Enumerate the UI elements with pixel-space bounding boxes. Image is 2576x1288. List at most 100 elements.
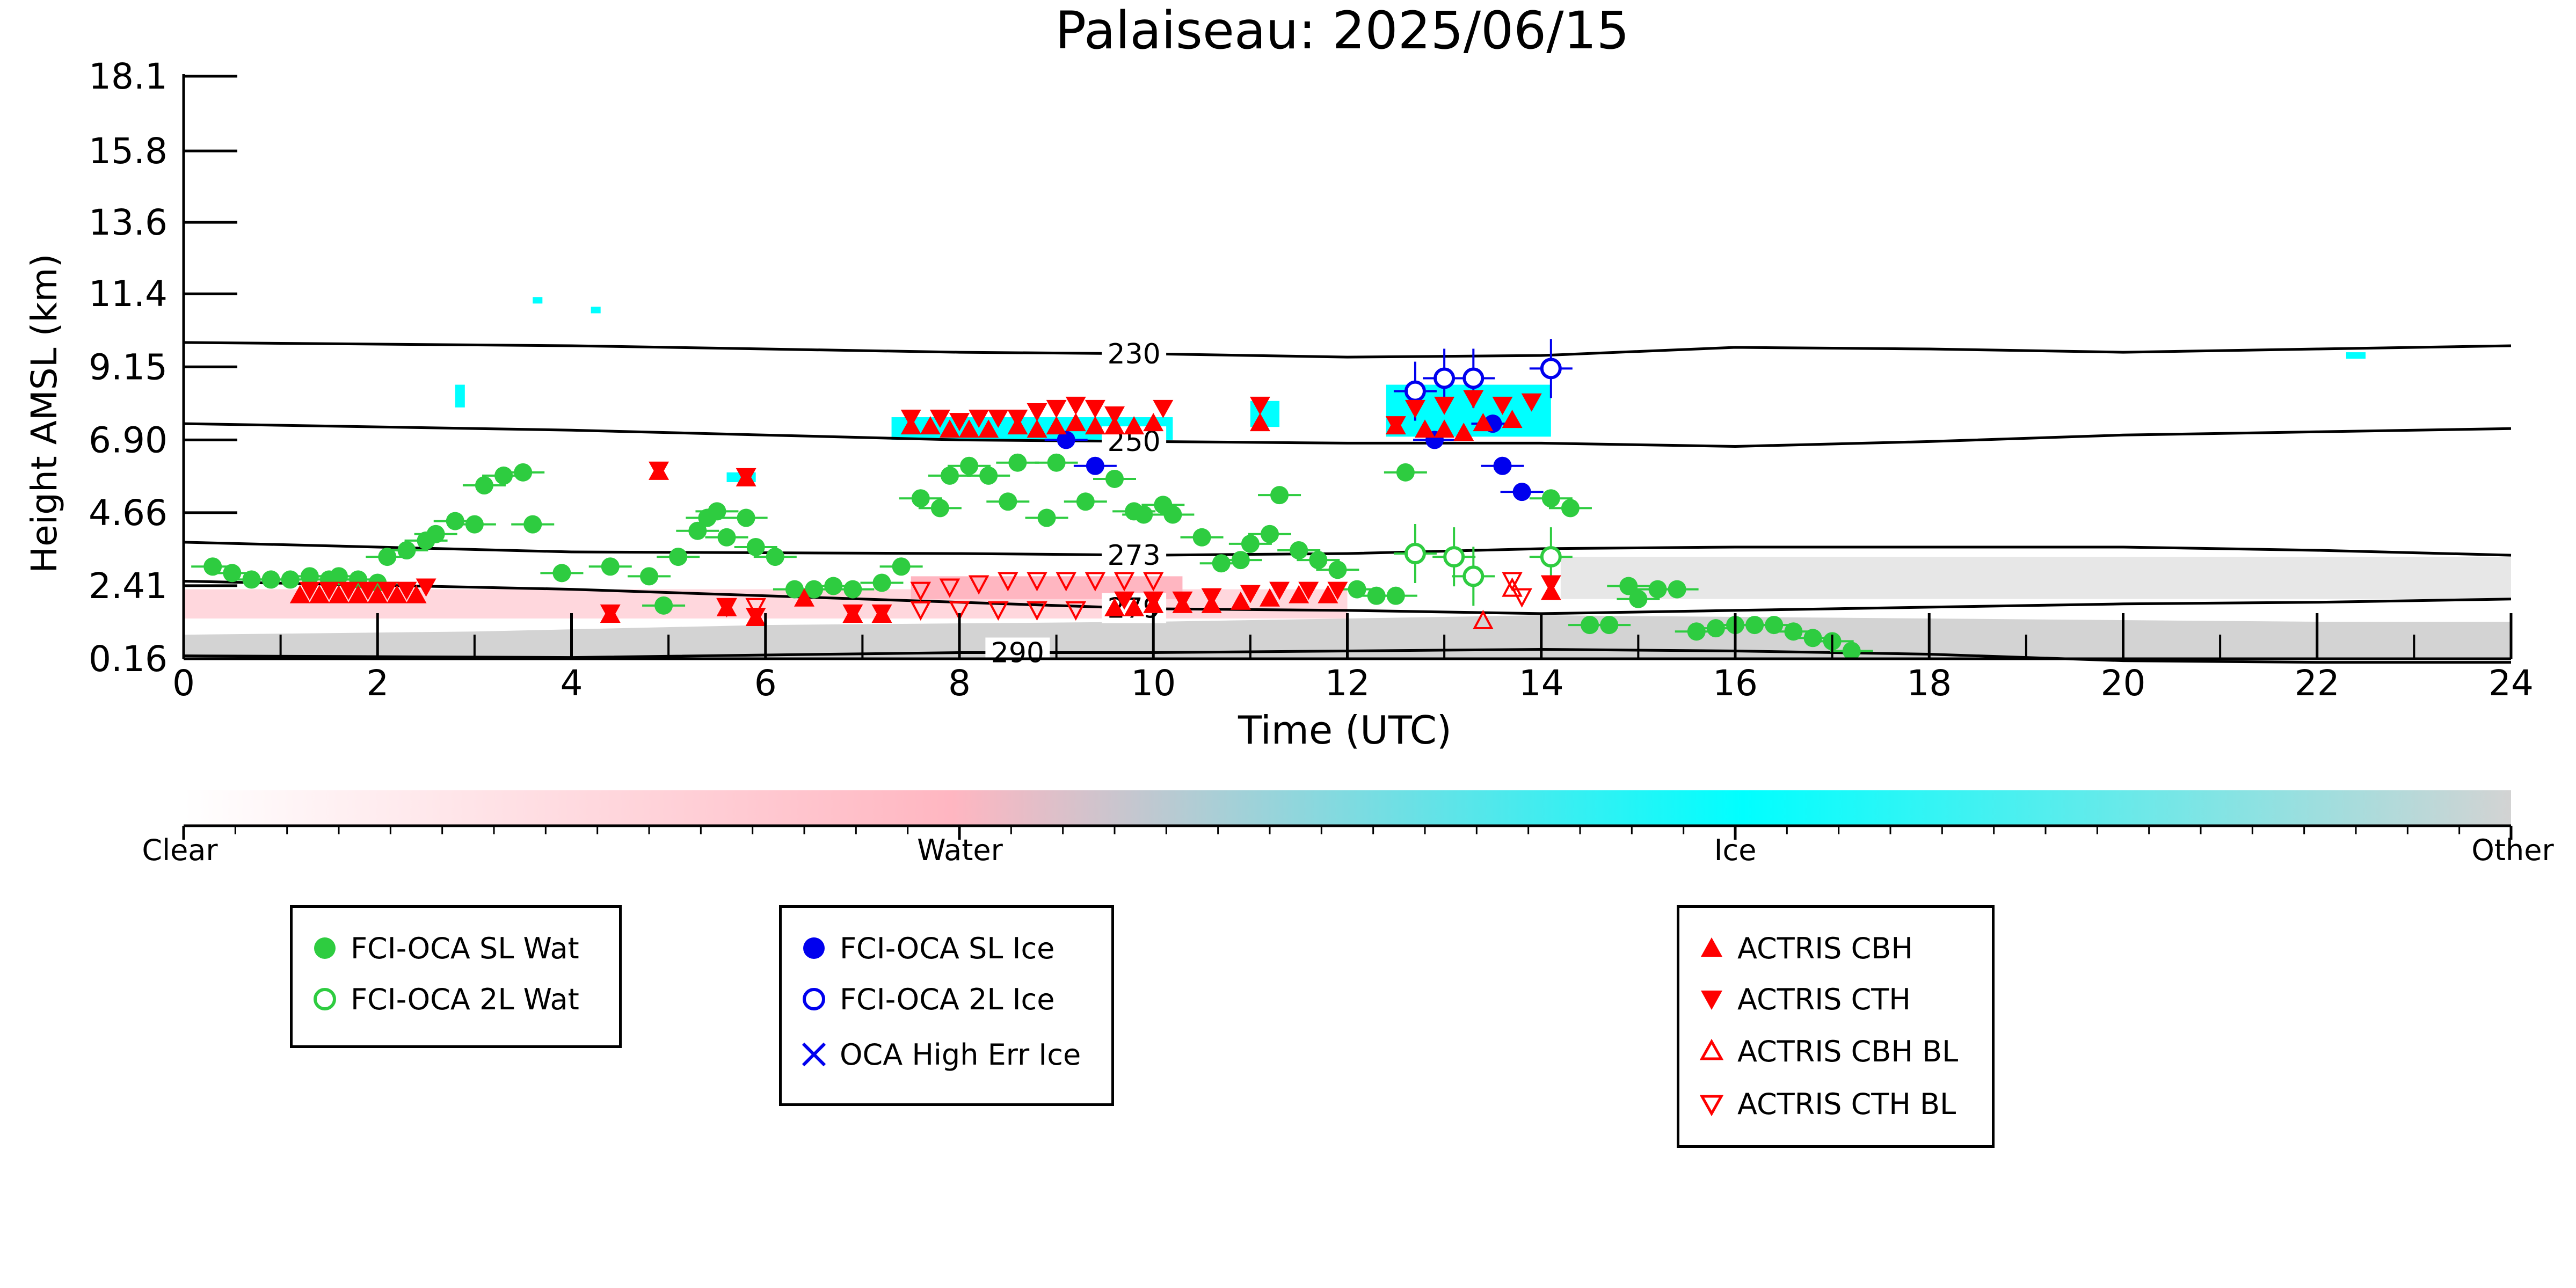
isotherm-label-bg	[1102, 338, 1167, 369]
ice-class-region	[455, 384, 465, 407]
data-point	[1143, 572, 1164, 592]
data-point	[979, 466, 998, 485]
data-point	[920, 416, 941, 435]
data-point	[892, 557, 911, 576]
x-tick-label: 2	[366, 663, 389, 704]
data-point	[475, 476, 493, 495]
legend-entry-2l-wat: FCI-OCA 2L Wat	[309, 982, 579, 1016]
y-axis-label: Height AMSL (km)	[24, 254, 65, 573]
data-point	[1027, 403, 1047, 421]
data-point	[1492, 396, 1513, 415]
data-point	[716, 598, 737, 616]
legend-entry-cbh-bl: ACTRIS CBH BL	[1695, 1035, 1958, 1068]
data-point	[842, 604, 863, 623]
x-tick-label: 0	[172, 663, 195, 704]
data-point	[1404, 380, 1426, 402]
data-point	[1473, 413, 1494, 432]
x-tick-label: 10	[1131, 663, 1176, 704]
data-point	[465, 515, 484, 534]
data-point	[1260, 588, 1280, 607]
data-point	[338, 581, 359, 600]
isotherm-line	[183, 422, 2512, 448]
triangle-up-icon	[1701, 937, 1722, 957]
data-point	[1085, 572, 1106, 592]
data-point	[978, 419, 999, 438]
data-point	[1328, 561, 1347, 579]
data-point	[601, 557, 620, 576]
x-tick-label: 22	[2295, 663, 2340, 704]
data-point	[745, 598, 767, 618]
data-point	[1065, 413, 1086, 432]
x-tick-label: 6	[754, 663, 777, 704]
data-point	[1114, 572, 1135, 592]
data-point	[1192, 528, 1211, 547]
legend-label: FCI-OCA 2L Ice	[840, 982, 1055, 1016]
open-circle-icon	[314, 988, 336, 1010]
data-point	[988, 410, 1009, 428]
colorbar-ticks	[182, 824, 2513, 840]
data-point	[203, 557, 222, 576]
data-point	[329, 585, 349, 603]
x-tick-label: 12	[1325, 663, 1370, 704]
x-tick-label: 8	[948, 663, 971, 704]
legend-actris: ACTRIS CBH ACTRIS CTH ACTRIS CBH BL ACTR…	[1677, 905, 1995, 1148]
legend-label: ACTRIS CTH	[1737, 982, 1911, 1016]
data-point	[716, 598, 737, 618]
filled-circle-icon	[314, 937, 336, 959]
x-tick-label: 24	[2488, 663, 2534, 704]
colorbar-label-clear: Clear	[142, 833, 218, 867]
data-point	[1153, 399, 1174, 418]
colorbar	[184, 790, 2511, 826]
data-point	[1007, 410, 1028, 428]
data-point	[872, 573, 891, 592]
data-point	[1124, 416, 1145, 435]
legend-entry-sl-wat: FCI-OCA SL Wat	[309, 931, 579, 965]
data-point	[1047, 453, 1066, 472]
data-point	[997, 572, 1018, 592]
x-cross-icon	[802, 1042, 826, 1067]
data-point	[552, 564, 571, 583]
data-point	[1104, 406, 1125, 425]
open-triangle-up-icon	[1699, 1038, 1724, 1060]
data-point	[1065, 396, 1086, 415]
open-circle-icon	[803, 988, 825, 1010]
data-point	[649, 461, 670, 480]
data-point	[358, 581, 379, 600]
legend-water: FCI-OCA SL Wat FCI-OCA 2L Wat	[290, 905, 622, 1048]
data-point	[1462, 565, 1485, 587]
data-point	[1434, 396, 1455, 415]
data-point	[1104, 598, 1125, 616]
data-point	[1269, 581, 1290, 600]
axes: 0 2 4 6 8 10 12 14 16 18 20 22 240.162.414.666.909.1…	[89, 56, 2534, 704]
data-point	[1463, 390, 1484, 409]
data-point	[1512, 483, 1531, 501]
y-tick-label: 4.66	[89, 492, 168, 534]
x-tick-label: 16	[1713, 663, 1758, 704]
data-point	[1212, 554, 1231, 573]
legend-label: FCI-OCA SL Ice	[840, 931, 1055, 965]
data-point	[959, 419, 980, 438]
data-point	[910, 581, 932, 601]
data-point	[1309, 551, 1328, 570]
data-point	[1687, 622, 1706, 641]
y-tick-label: 13.6	[89, 202, 168, 243]
legend-entry-high-err-ice: OCA High Err Ice	[798, 1038, 1081, 1072]
data-point	[1143, 591, 1164, 610]
data-point	[1046, 416, 1067, 435]
data-point	[523, 515, 542, 534]
legend-label: FCI-OCA SL Wat	[351, 931, 579, 965]
data-point	[911, 489, 930, 508]
data-point	[1008, 453, 1027, 472]
data-point	[1706, 619, 1725, 638]
data-point	[1453, 423, 1474, 441]
data-point	[1134, 505, 1153, 524]
data-point	[1803, 629, 1822, 647]
data-point	[949, 601, 970, 621]
data-point	[1114, 591, 1135, 610]
legend-label: FCI-OCA 2L Wat	[351, 982, 579, 1016]
data-point	[1502, 577, 1523, 597]
data-point	[348, 585, 369, 603]
data-point	[939, 419, 960, 438]
y-tick-label: 6.90	[89, 419, 168, 461]
